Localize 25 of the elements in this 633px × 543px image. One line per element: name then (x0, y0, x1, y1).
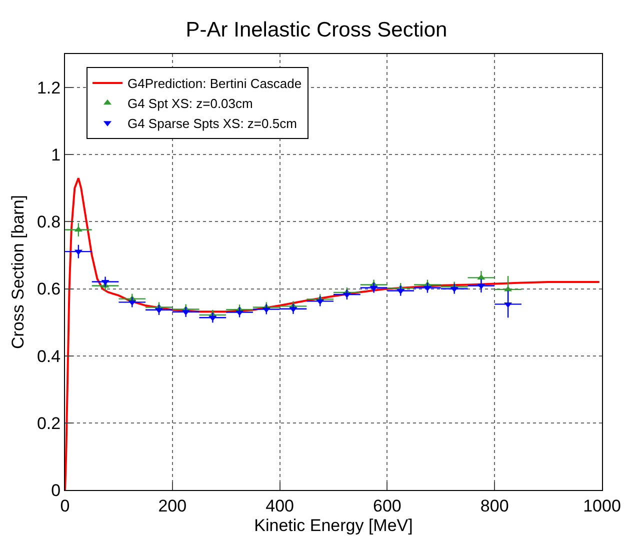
legend-label: G4 Sparse Spts XS: z=0.5cm (127, 116, 297, 131)
y-tick-label: 0.4 (36, 346, 61, 366)
x-tick-label: 800 (480, 496, 509, 516)
point (101, 280, 110, 286)
x-tick-label: 600 (373, 496, 402, 516)
x-axis-title: Kinetic Energy [MeV] (254, 516, 413, 535)
point (74, 250, 82, 256)
y-tick-label: 1.2 (36, 78, 61, 98)
point (128, 300, 136, 306)
point (316, 299, 324, 305)
point (208, 316, 217, 322)
y-axis-title: Cross Section [barn] (8, 194, 28, 350)
legend-label: G4Prediction: Bertini Cascade (127, 76, 302, 92)
y-tick-label: 1 (51, 146, 61, 165)
y-tick-label: 0.8 (36, 212, 61, 232)
y-tick-label: 0 (51, 480, 61, 500)
legend-label: G4 Spt XS: z=0.03cm (127, 96, 253, 111)
x-tick-label: 1000 (583, 496, 621, 516)
y-tick-label: 0.2 (36, 414, 61, 433)
point (262, 307, 270, 313)
y-tick-label: 0.6 (36, 280, 61, 299)
chart-title: P-Ar Inelastic Cross Section (186, 18, 448, 42)
x-tick-label: 400 (266, 496, 294, 516)
line-series (65, 177, 600, 490)
x-tick-label: 200 (158, 496, 187, 516)
